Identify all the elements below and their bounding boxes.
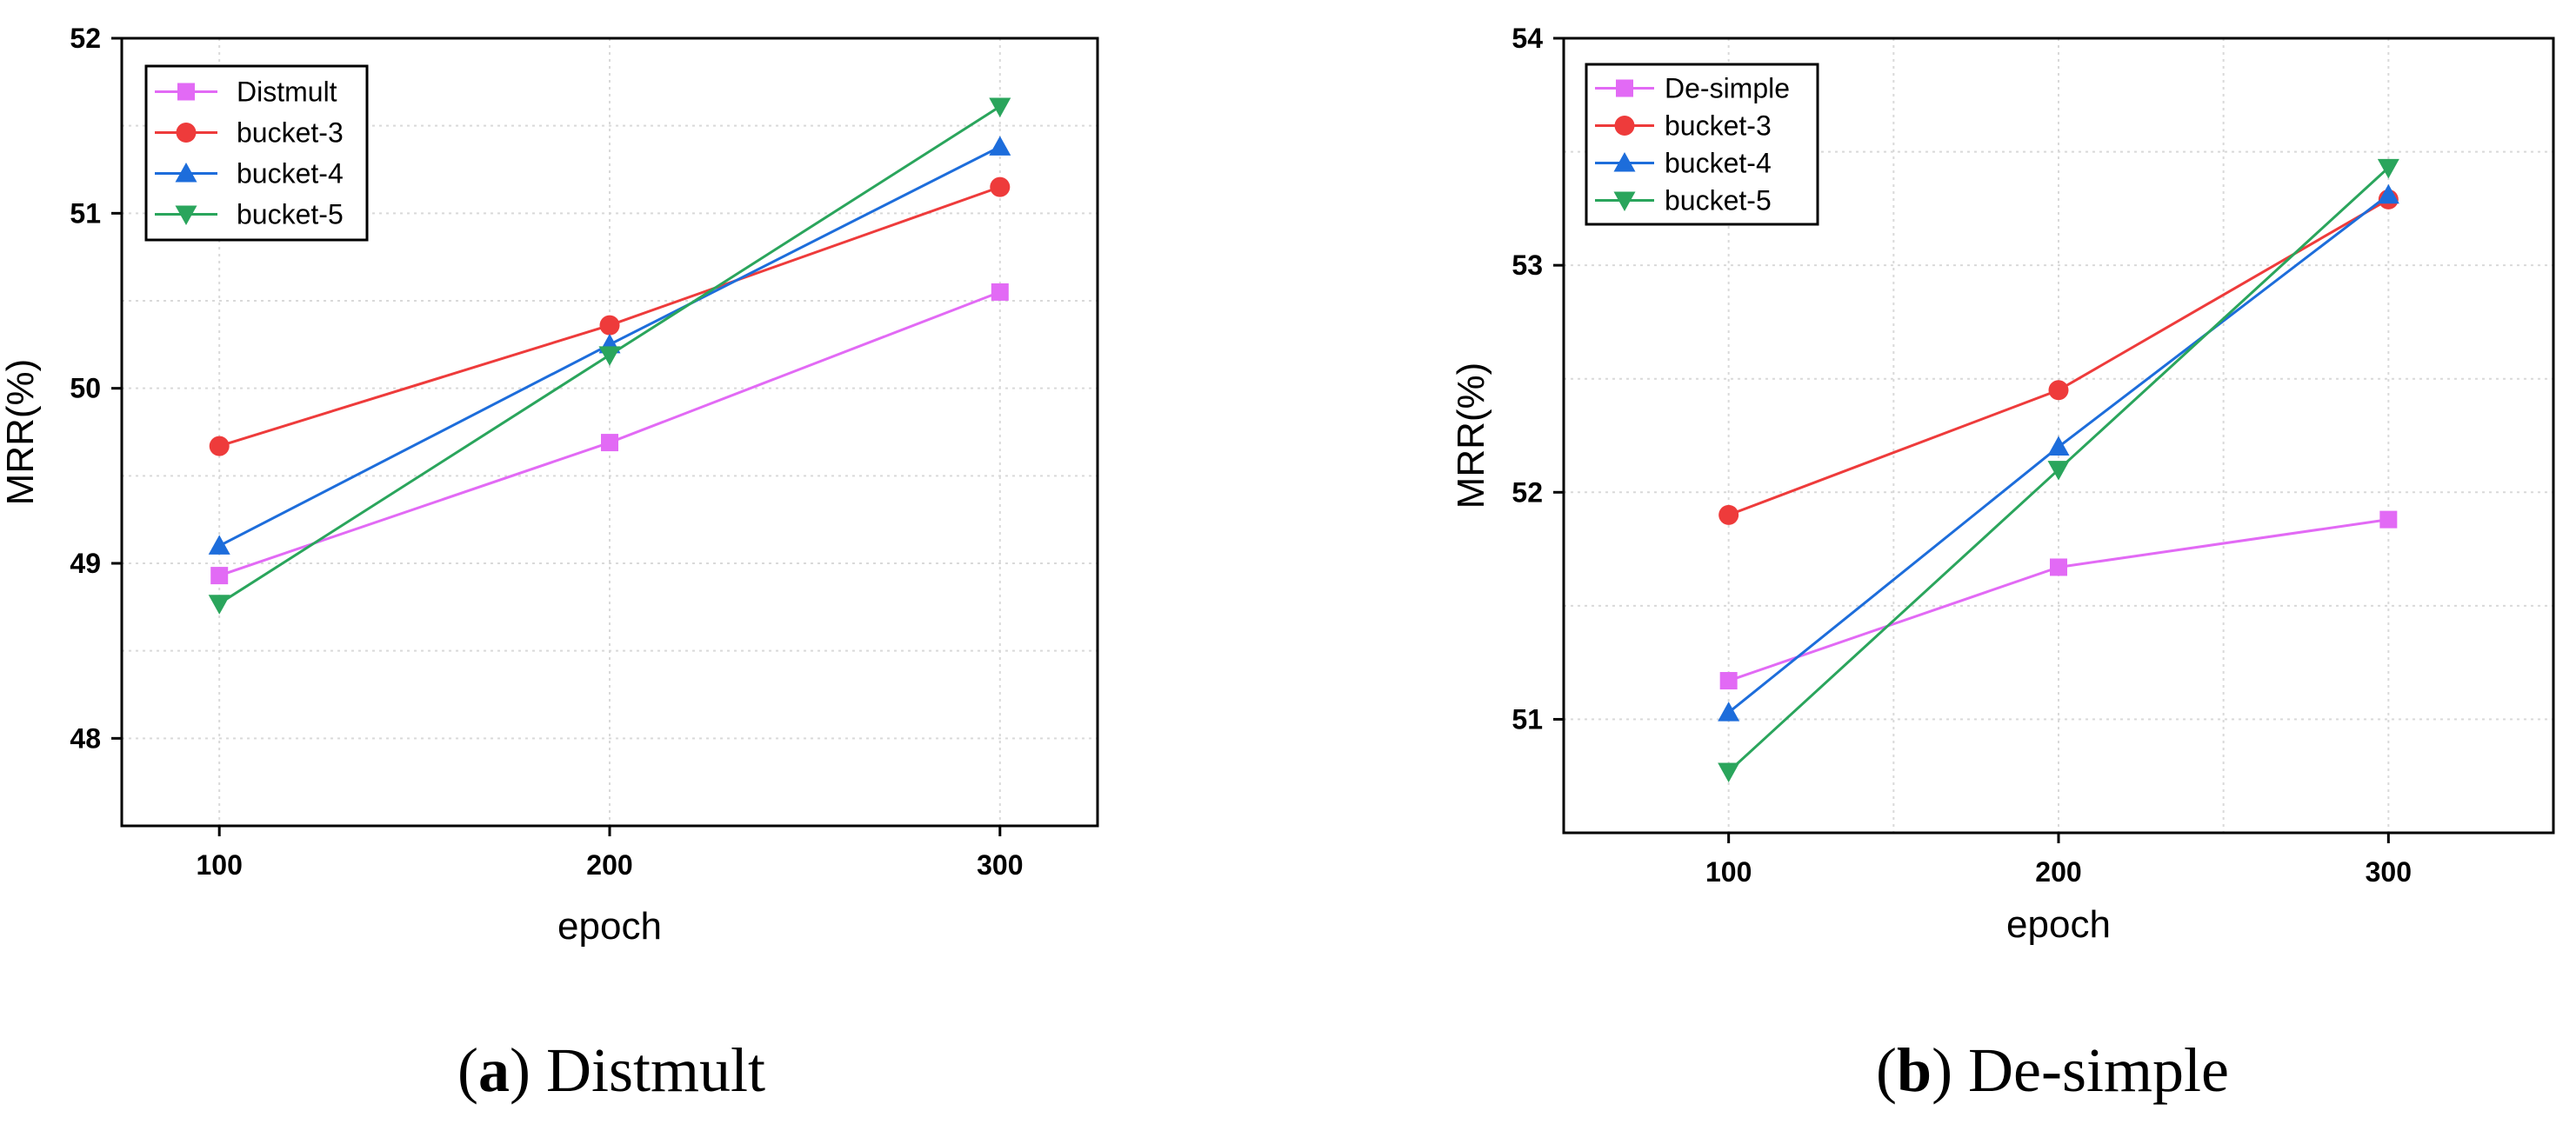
x-tick-label-a: 100: [197, 849, 243, 881]
data-point-bucket-4: [208, 535, 230, 555]
x-tick-label-a: 200: [586, 849, 632, 881]
caption-a-letter: a: [477, 1035, 510, 1105]
data-point-bucket-4: [989, 136, 1011, 156]
data-point-bucket-5: [598, 346, 621, 366]
y-tick-label-a: 49: [70, 548, 101, 579]
y-axis-label-a: MRR(%): [0, 359, 42, 506]
data-point-distmult: [210, 567, 229, 585]
x-tick-label-a: 300: [977, 849, 1023, 881]
data-point-bucket-5: [208, 595, 230, 615]
legend-a: Distmult bucket-3 bucket-4 bucket-5: [144, 64, 369, 242]
legend-label-bucket-4: bucket-4: [237, 158, 344, 190]
legend-marker-bucket-5: [175, 205, 197, 225]
legend-label-bucket-5: bucket-5: [237, 199, 344, 230]
data-point-bucket-3: [209, 436, 230, 456]
data-point-bucket-5: [989, 97, 1011, 118]
caption-a-text: Distmult: [545, 1035, 766, 1105]
x-axis-label-a: epoch: [557, 905, 662, 948]
series-a-distmult: [210, 283, 1009, 585]
legend-label-bucket-3: bucket-3: [237, 117, 344, 149]
series-a-bucket-5: [208, 97, 1011, 615]
caption-b: (b) De-simple: [1876, 1035, 2229, 1105]
data-point-bucket-3: [599, 315, 620, 336]
y-tick-label-a: 51: [70, 197, 101, 229]
caption-b-text: De-simple: [1968, 1035, 2229, 1105]
legend-marker-bucket-4: [175, 163, 197, 183]
y-tick-label-a: 52: [70, 23, 101, 54]
legend-label-distmult: Distmult: [237, 77, 337, 108]
legend-marker-distmult: [177, 83, 195, 101]
y-tick-label-a: 50: [70, 373, 101, 404]
y-tick-label-a: 48: [70, 722, 101, 754]
caption-a: (a) Distmult: [457, 1035, 766, 1105]
legend-marker-bucket-3: [176, 123, 197, 143]
data-point-distmult: [601, 434, 618, 452]
data-point-distmult: [991, 283, 1009, 301]
series-a-bucket-3: [209, 176, 1011, 456]
data-point-bucket-3: [990, 176, 1011, 197]
caption-b-letter: b: [1897, 1035, 1932, 1105]
